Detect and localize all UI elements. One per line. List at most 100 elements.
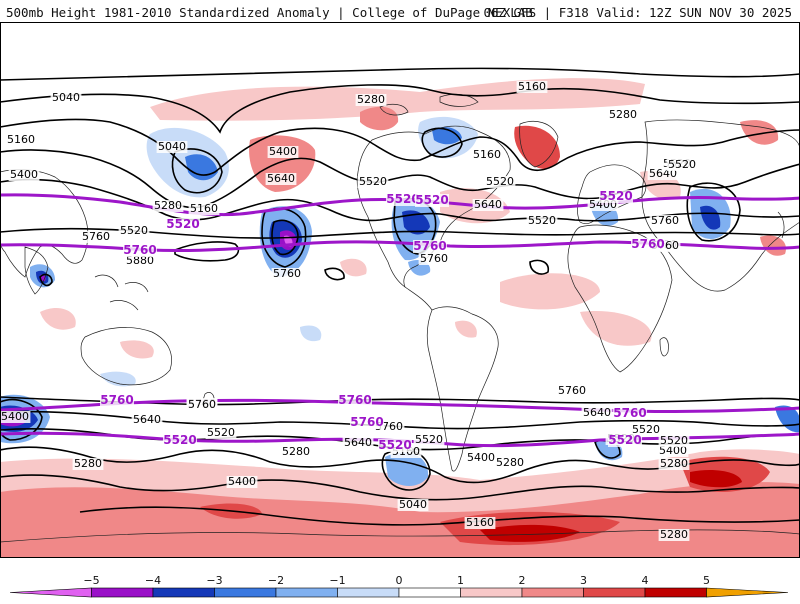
contour-label: 5400 — [269, 145, 297, 158]
anomaly-pos-antarctic-2 — [0, 482, 800, 558]
contour-alaska-low — [171, 148, 223, 194]
highlight-contour-label: 5760 — [338, 393, 371, 407]
contour-label-bg — [658, 529, 690, 541]
contour-label: 5640 — [133, 413, 161, 426]
contour-label: 5280 — [660, 528, 688, 541]
contour-label: 5760 — [82, 230, 110, 243]
contour-label: 5520 — [359, 175, 387, 188]
contour-label-bg — [186, 399, 218, 411]
contour-label-bg — [0, 411, 31, 423]
colorbar-tick-label: −5 — [83, 574, 99, 587]
contour-label-bg — [156, 141, 188, 153]
highlight-label-bg — [631, 238, 665, 251]
anomaly-neg-pac-2 — [300, 325, 322, 342]
coastline-se-asia — [94, 274, 149, 311]
contour-label: 5640 — [474, 198, 502, 211]
highlight-contour-label: 5520 — [386, 192, 419, 206]
contour-label: 5640 — [344, 436, 372, 449]
highlight-contour-label: 5520 — [378, 438, 411, 452]
contour-5880-pac — [174, 241, 240, 262]
contour-label: 5760 — [420, 252, 448, 265]
contour-pac-low-outer — [261, 207, 307, 268]
colorbar-segment — [337, 587, 400, 598]
contour-5160-north — [0, 67, 800, 81]
contour-label-bg — [464, 517, 496, 529]
colorbar-tick-label: 0 — [396, 574, 403, 587]
contour-5520-north — [0, 149, 800, 209]
contour-label-bg — [630, 424, 662, 436]
anomaly-pos-canada — [360, 106, 399, 131]
contour-label: 5760 — [558, 384, 586, 397]
contour-label-bg — [342, 437, 374, 449]
highlight-label-bg — [166, 218, 200, 231]
colorbar-segment — [644, 587, 707, 598]
contour-label-bg — [5, 134, 37, 146]
anomaly-shading — [0, 78, 800, 558]
contour-label-bg — [607, 109, 639, 121]
anomaly-pos-pac — [340, 258, 367, 277]
contour-label-bg — [118, 225, 150, 237]
anomaly-pos-africa — [580, 311, 652, 346]
contour-label-bg — [50, 92, 82, 104]
contour-label-bg — [226, 476, 258, 488]
anomaly-pos-siberia — [740, 120, 779, 145]
colorbar-segment — [214, 587, 277, 598]
coastline-europe — [577, 164, 647, 225]
contour-label: 5760 — [651, 214, 679, 227]
contour-label-bg — [8, 169, 40, 181]
contour-label: 5160 — [466, 516, 494, 529]
contour-label: 5160 — [518, 80, 546, 93]
contour-label: 5280 — [154, 199, 182, 212]
contour-label: 5760 — [273, 267, 301, 280]
anomaly-pos-atlantic — [500, 273, 600, 310]
contour-pac-small — [324, 267, 345, 281]
contour-label-bg — [526, 215, 558, 227]
contour-label: 5520 — [668, 158, 696, 171]
contour-label-bg — [131, 414, 163, 426]
coastline-antarctica — [0, 529, 800, 543]
coastline-greenland — [519, 121, 559, 168]
highlight-contour-label: 5760 — [613, 406, 646, 420]
anomaly-pos-japan — [760, 235, 786, 256]
anomaly-neg-hudson-core — [432, 127, 462, 145]
colorbar-tick-label: 4 — [642, 574, 649, 587]
contour-label: 5040 — [399, 498, 427, 511]
contour-5760-north — [0, 227, 800, 239]
coastline-madagascar — [659, 337, 669, 357]
contour-label: 5280 — [357, 93, 385, 106]
contour-label-bg — [280, 446, 312, 458]
contour-label-bg — [397, 499, 429, 511]
contour-asia-low — [686, 182, 741, 242]
colorbar-graphic: −5 −4 −3 −2 −1 0 1 2 3 4 5 — [9, 574, 789, 598]
colorbar-tick-label: −4 — [145, 574, 161, 587]
highlight-contour-label: 5760 — [631, 237, 664, 251]
contour-india-low — [39, 273, 53, 287]
anomaly-pos-s-atl-core — [480, 524, 580, 542]
colorbar-segment — [521, 587, 584, 598]
colorbar-tick-label: 3 — [580, 574, 587, 587]
contour-label: 5400 — [1, 410, 29, 423]
highlight-5760-south — [0, 398, 800, 413]
colorbar: −5 −4 −3 −2 −1 0 1 2 3 4 5 — [0, 570, 800, 600]
highlight-contour-label: 5520 — [163, 433, 196, 447]
contour-label: 5400 — [228, 475, 256, 488]
colorbar-tick-label: −1 — [329, 574, 345, 587]
highlight-label-bg — [415, 194, 449, 207]
contour-label: 5400 — [659, 444, 687, 457]
contour-hudson-low — [421, 127, 463, 158]
highlight-label-bg — [100, 394, 134, 407]
colorbar-segment — [460, 587, 523, 598]
highlight-label-bg — [613, 407, 647, 420]
contour-label: 5280 — [282, 445, 310, 458]
coastline-australia — [80, 327, 172, 386]
colorbar-segment — [152, 587, 215, 598]
contour-label-bg — [265, 173, 297, 185]
contour-label: 5520 — [660, 434, 688, 447]
contour-label-bg — [205, 427, 237, 439]
contour-label-bg — [471, 149, 503, 161]
contour-label-bg — [418, 253, 450, 265]
highlight-label-bg — [599, 190, 633, 203]
contour-label-bg — [188, 203, 220, 215]
contour-label-bg — [267, 146, 299, 158]
